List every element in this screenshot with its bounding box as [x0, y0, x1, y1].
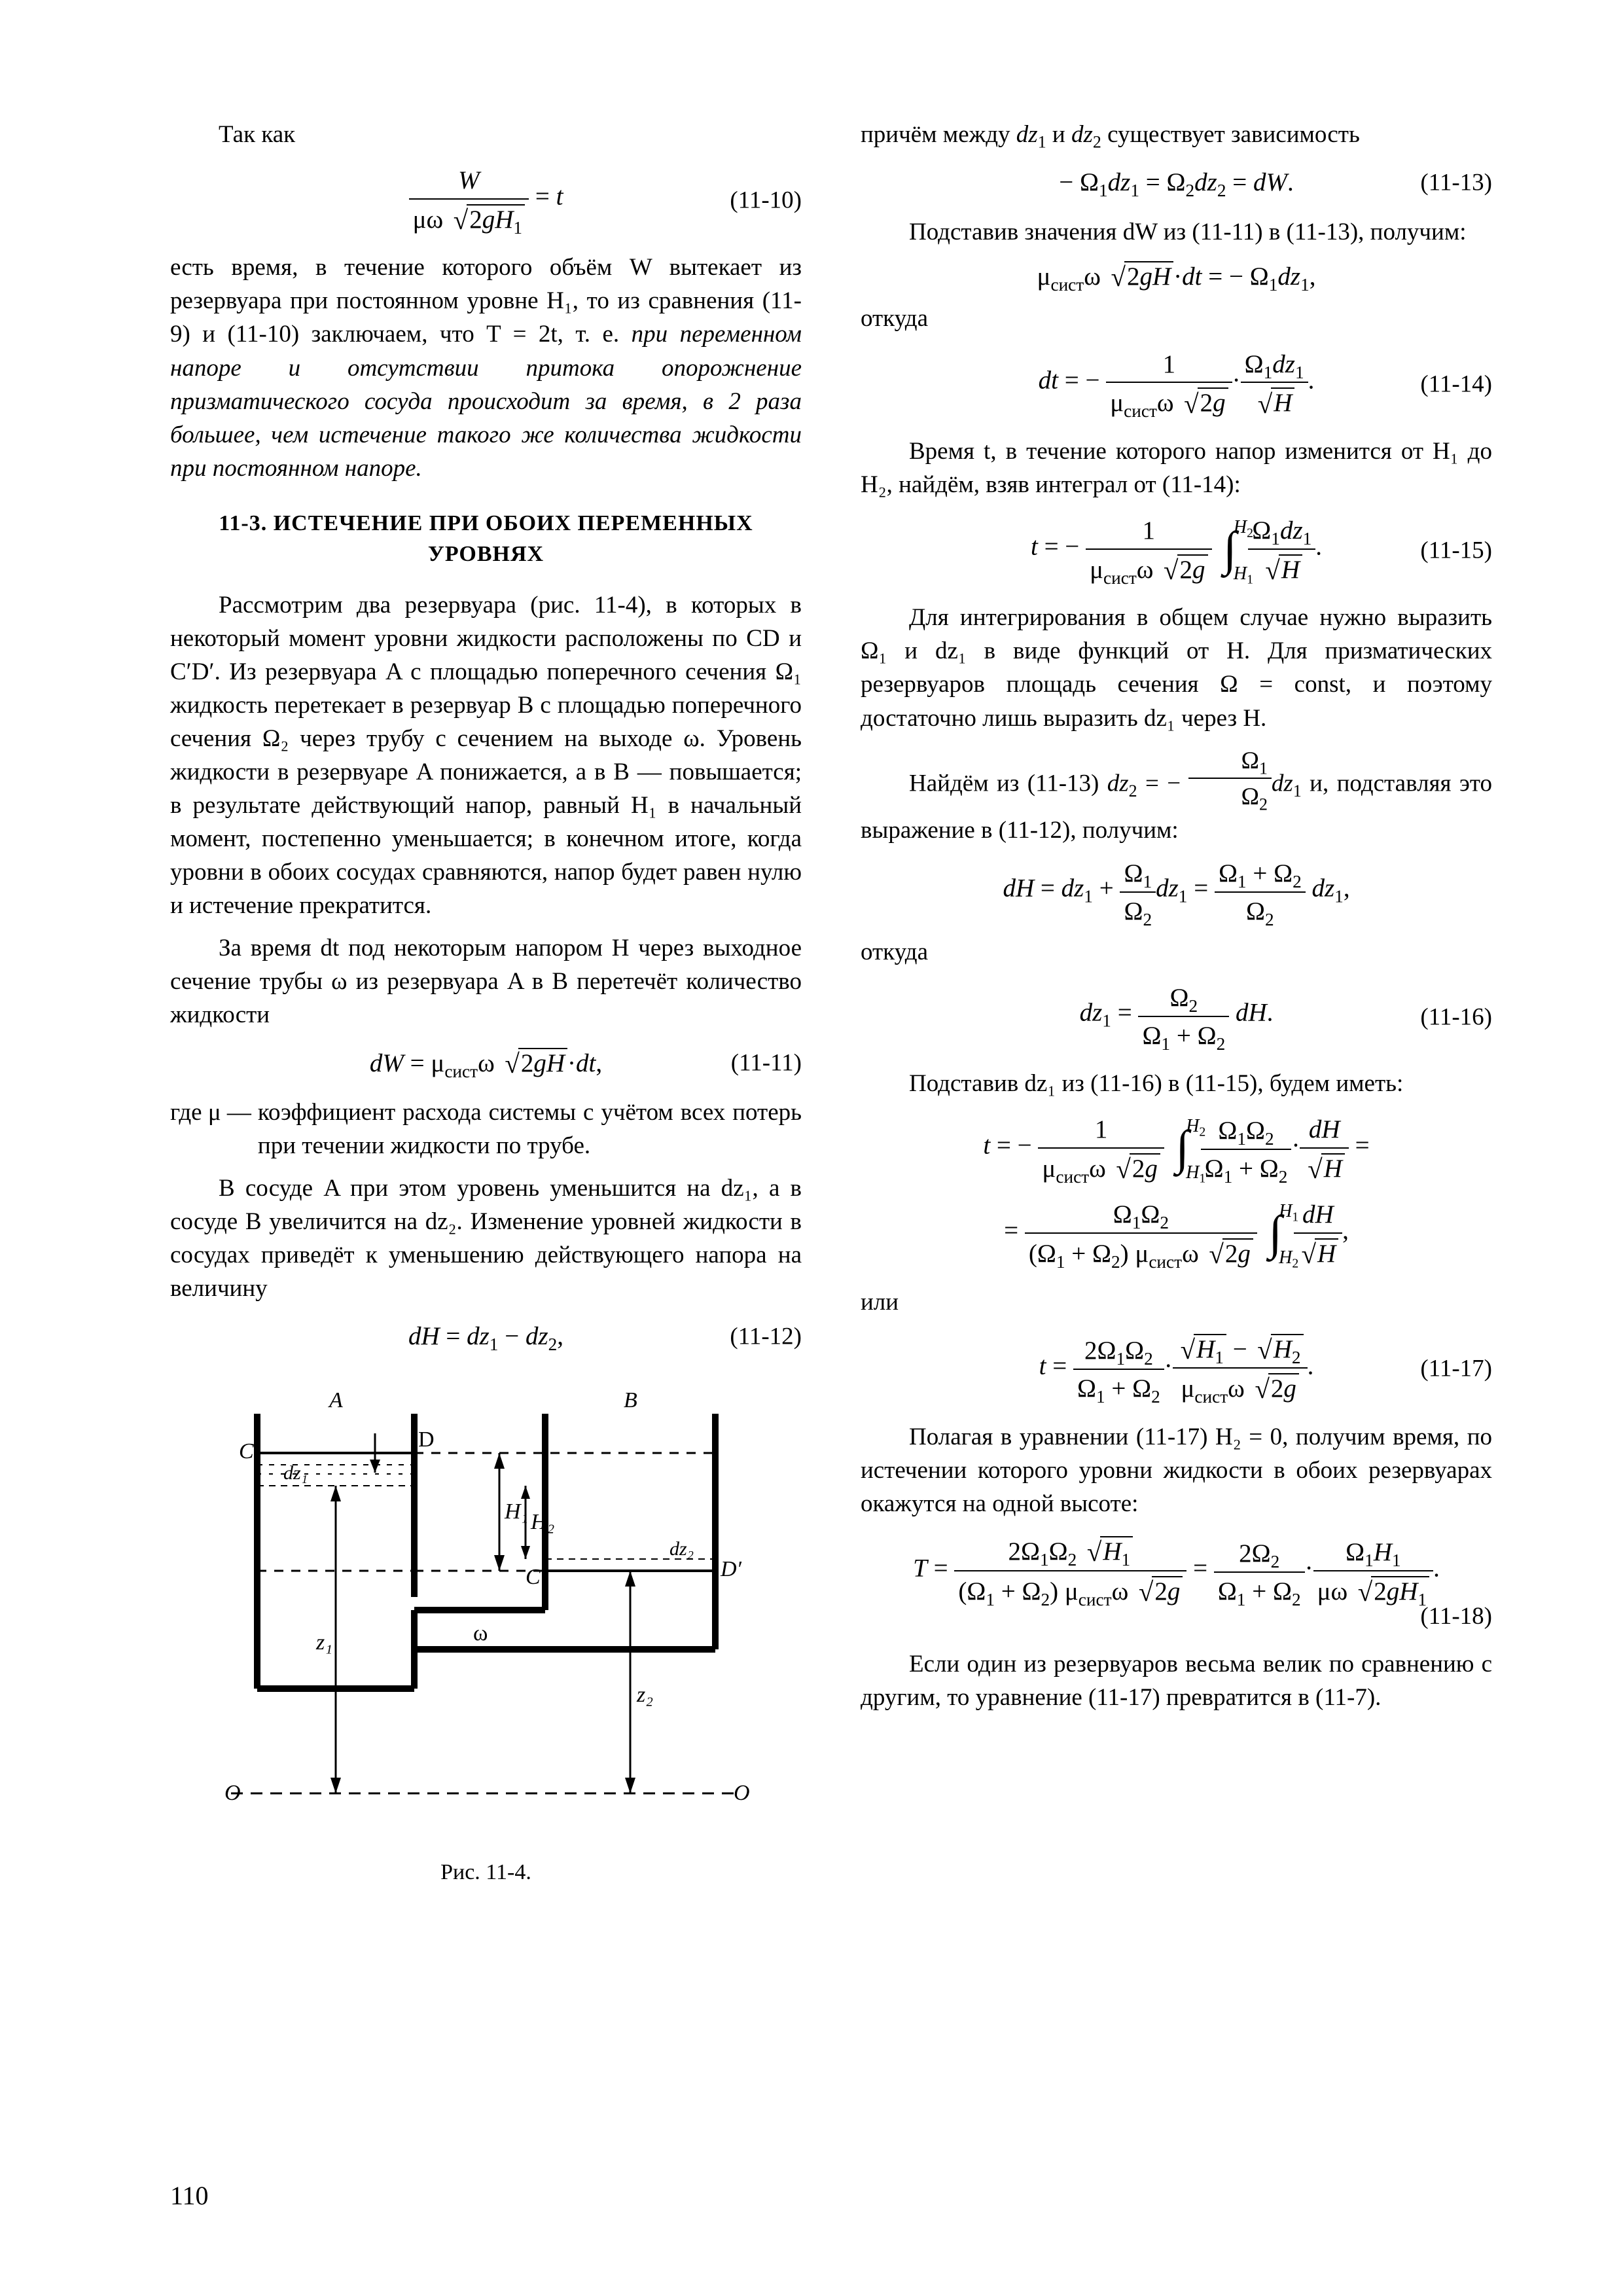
right-para-3: Время t, в течение которого напор измени… — [861, 435, 1492, 501]
page-number: 110 — [170, 2180, 209, 2211]
figure-11-4-caption: Рис. 11-4. — [170, 1857, 802, 1888]
svg-text:C′: C′ — [526, 1565, 546, 1589]
where-label: где μ — — [170, 1096, 258, 1162]
right-whence-1: откуда — [861, 302, 1492, 335]
equation-11-11: dW = μсистω 2gH·dt, (11-11) — [170, 1043, 802, 1083]
svg-text:C: C — [239, 1439, 254, 1463]
right-para-5a: Найдём из (11-13) — [909, 770, 1107, 797]
eq-interm-2: dH = dz1 + Ω1Ω2dz1 = Ω1 + Ω2Ω2 dz1, — [861, 856, 1492, 929]
right-para-1b: и — [1046, 121, 1071, 148]
equation-11-15-expanded: t = − 1μсистω 2g ∫H1H2 Ω1Ω2Ω1 + Ω2·dHH =… — [861, 1112, 1492, 1272]
right-para-1c: существует зависимость — [1101, 121, 1360, 148]
right-whence-2: откуда — [861, 935, 1492, 969]
left-column: Так как Wμω 2gH1 = t (11-10) есть время,… — [170, 118, 802, 1893]
eq-11-15-math: t = − 1μсистω 2g ∫H1H2 Ω1dz1H. — [1031, 513, 1322, 588]
right-or: или — [861, 1285, 1492, 1319]
right-para-1: причём между dz1 и dz2 существует зависи… — [861, 118, 1492, 151]
section-title-11-3: 11-3. ИСТЕЧЕНИЕ ПРИ ОБОИХ ПЕРЕМЕННЫХ УРО… — [170, 509, 802, 570]
eq-11-18-number: (11-18) — [1420, 1600, 1492, 1633]
left-para-3: За время dt под некоторым напором H чере… — [170, 931, 802, 1031]
svg-text:А: А — [328, 1388, 343, 1412]
right-para-4: Для интегрирования в общем случае нужно … — [861, 601, 1492, 734]
right-column: причём между dz1 и dz2 существует зависи… — [861, 118, 1492, 1893]
right-para-1a: причём между — [861, 121, 1016, 148]
where-text: коэффициент расхода системы с учётом все… — [258, 1096, 802, 1162]
equation-11-17: t = 2Ω1Ω2Ω1 + Ω2·H1 − H2μсистω 2g. (11-1… — [861, 1331, 1492, 1407]
right-para-8: Если один из резервуаров весьма велик по… — [861, 1647, 1492, 1714]
right-para-2: Подставив значения dW из (11-11) в (11-1… — [861, 215, 1492, 249]
eq-11-16-number: (11-16) — [1420, 1001, 1492, 1034]
equation-11-10: Wμω 2gH1 = t (11-10) — [170, 163, 802, 238]
svg-text:D: D — [418, 1427, 435, 1452]
eq-11-18-math: T = 2Ω1Ω2 H1(Ω1 + Ω2) μсистω 2g = 2Ω2Ω1 … — [913, 1533, 1440, 1609]
page: Так как Wμω 2gH1 = t (11-10) есть время,… — [0, 0, 1623, 2296]
figure-11-4: А B C D C′ D′ H₁ H₂ dz₁ dz₂ z₁ z₂ ω O — [170, 1374, 802, 1888]
eq-11-10-math: Wμω 2gH1 = t — [409, 163, 563, 238]
left-intro: Так как — [170, 118, 802, 151]
svg-text:dz₁: dz₁ — [283, 1462, 308, 1484]
left-para-1: есть время, в течение которого объём W в… — [170, 251, 802, 484]
eq-11-10-number: (11-10) — [730, 184, 802, 217]
where-mu: где μ — коэффициент расхода системы с уч… — [170, 1096, 802, 1162]
right-para-6: Подставив dz₁ из (11-16) в (11-15), буде… — [861, 1067, 1492, 1100]
equation-11-18: T = 2Ω1Ω2 H1(Ω1 + Ω2) μсистω 2g = 2Ω2Ω1 … — [861, 1532, 1492, 1611]
figure-11-4-svg: А B C D C′ D′ H₁ H₂ dz₁ dz₂ z₁ z₂ ω O — [218, 1374, 755, 1846]
eq-11-14-number: (11-14) — [1420, 367, 1492, 401]
svg-text:ω: ω — [473, 1621, 488, 1645]
equation-11-14: dt = − 1μсистω 2g·Ω1dz1H. (11-14) — [861, 347, 1492, 422]
right-para-7: Полагая в уравнении (11-17) H₂ = 0, полу… — [861, 1420, 1492, 1520]
svg-text:O: O — [734, 1781, 750, 1805]
svg-text:H₁: H₁ — [504, 1499, 528, 1524]
two-column-layout: Так как Wμω 2gH1 = t (11-10) есть время,… — [170, 118, 1492, 1893]
left-para-2: Рассмотрим два резервуара (рис. 11-4), в… — [170, 588, 802, 922]
equation-11-13: − Ω1dz1 = Ω2dz2 = dW. (11-13) — [861, 163, 1492, 202]
eq-11-12-number: (11-12) — [730, 1320, 802, 1354]
equation-11-12: dH = dz1 − dz2, (11-12) — [170, 1317, 802, 1356]
eq-interm-1: μсистω 2gH·dt = − Ω1dz1, — [861, 258, 1492, 295]
eq-11-15-expanded-math: t = − 1μсистω 2g ∫H1H2 Ω1Ω2Ω1 + Ω2·dHH =… — [983, 1112, 1369, 1272]
eq-11-14-math: dt = − 1μсистω 2g·Ω1dz1H. — [1039, 347, 1315, 422]
eq-11-15-number: (11-15) — [1420, 534, 1492, 567]
equation-11-16: dz1 = Ω2Ω1 + Ω2 dH. (11-16) — [861, 980, 1492, 1054]
svg-text:D′: D′ — [720, 1557, 742, 1581]
eq-11-16-math: dz1 = Ω2Ω1 + Ω2 dH. — [1080, 980, 1274, 1054]
svg-text:z₁: z₁ — [315, 1630, 332, 1655]
svg-text:B: B — [624, 1388, 637, 1412]
eq-11-17-number: (11-17) — [1420, 1352, 1492, 1386]
left-para-4: В сосуде A при этом уровень уменьшится н… — [170, 1172, 802, 1305]
eq-11-13-number: (11-13) — [1420, 166, 1492, 200]
eq-11-13-math: − Ω1dz1 = Ω2dz2 = dW. — [1059, 165, 1293, 200]
svg-text:O: O — [224, 1781, 241, 1805]
eq-11-11-number: (11-11) — [731, 1047, 802, 1080]
svg-text:dz₂: dz₂ — [669, 1538, 694, 1560]
svg-text:z₂: z₂ — [636, 1683, 653, 1707]
eq-11-17-math: t = 2Ω1Ω2Ω1 + Ω2·H1 − H2μсистω 2g. — [1039, 1331, 1314, 1407]
right-para-5: Найдём из (11-13) dz2 = − Ω1Ω2dz1 и, под… — [861, 744, 1492, 847]
eq-11-12-math: dH = dz1 − dz2, — [408, 1319, 563, 1354]
equation-11-15: t = − 1μсистω 2g ∫H1H2 Ω1dz1H. (11-15) — [861, 513, 1492, 588]
svg-text:H₂: H₂ — [530, 1510, 554, 1534]
eq-11-11-math: dW = μсистω 2gH·dt, — [370, 1045, 602, 1082]
